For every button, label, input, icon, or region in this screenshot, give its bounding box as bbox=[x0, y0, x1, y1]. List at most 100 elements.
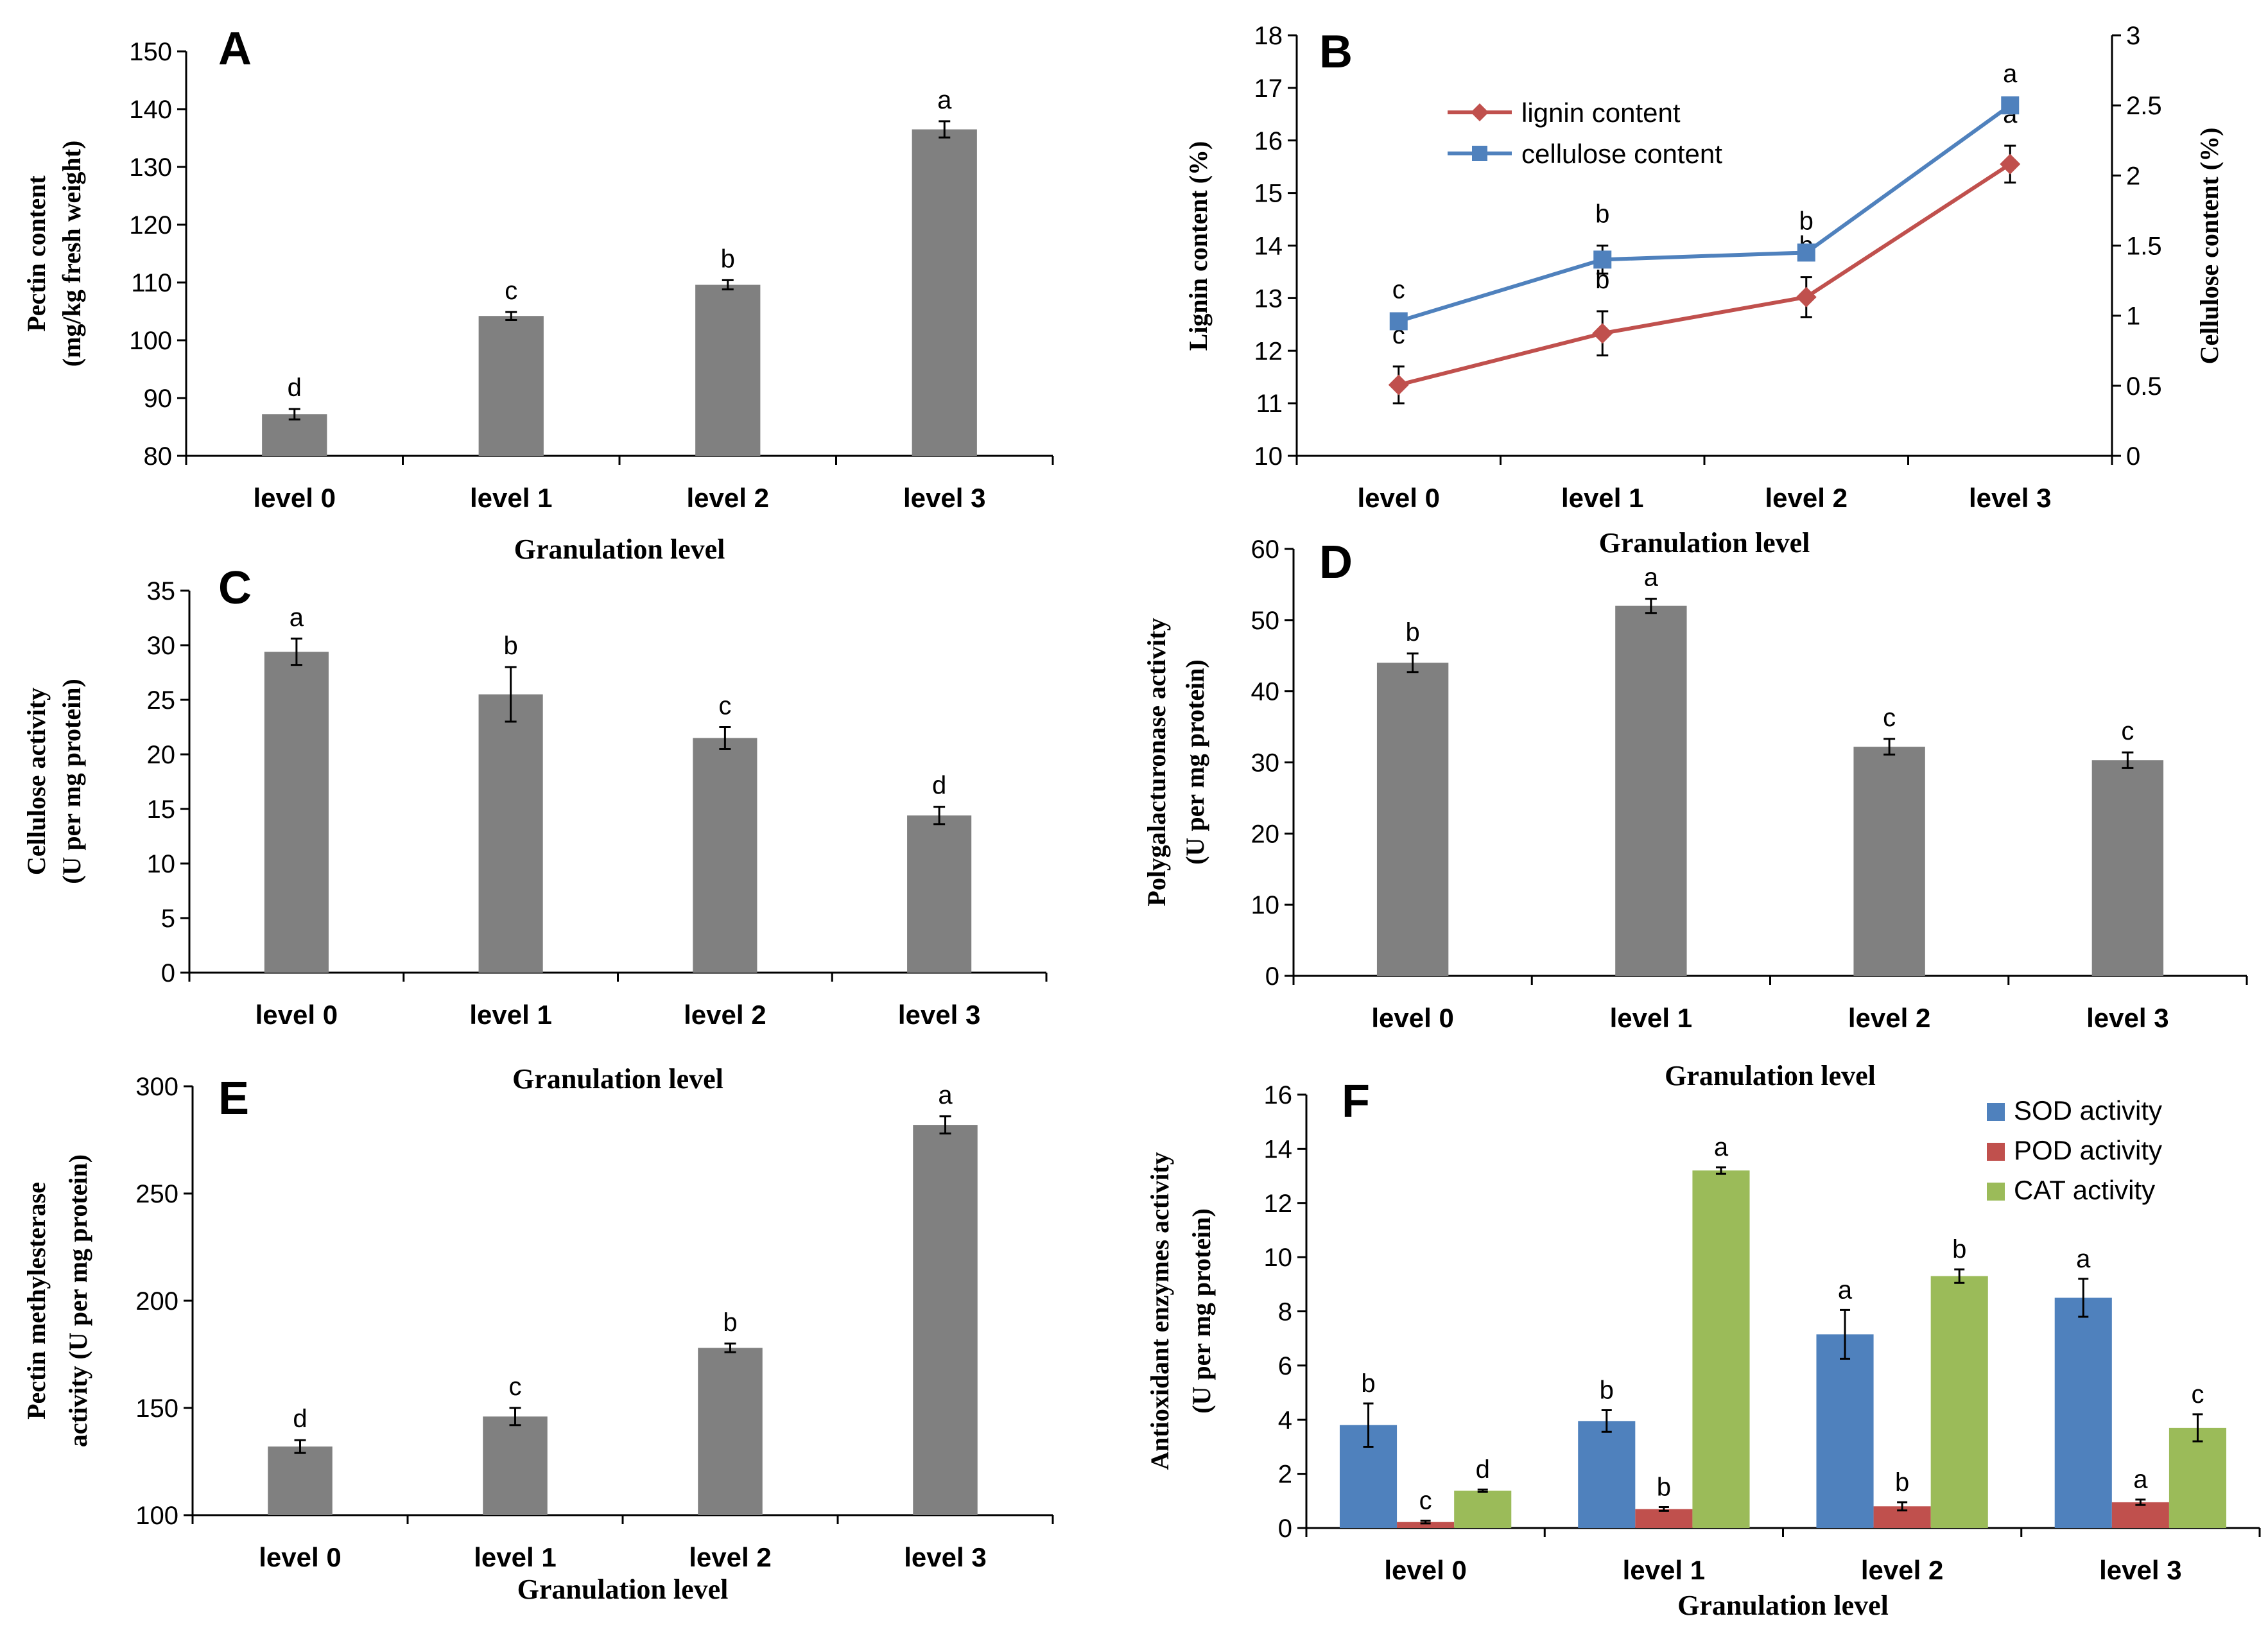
x-category-label: level 3 bbox=[1969, 483, 2051, 513]
legend-marker bbox=[1471, 103, 1489, 121]
y-tick-label: 100 bbox=[135, 1502, 178, 1530]
y2-axis-title: Cellulose content (%) bbox=[2195, 128, 2224, 365]
y-tick-label: 17 bbox=[1254, 74, 1283, 103]
legend-entry: lignin content bbox=[1521, 98, 1681, 128]
panel-f: 0 2 4 6 8 10 12 14 16 level 0 level 1 level 2 level … bbox=[1145, 1076, 2261, 1621]
y-tick-label: 120 bbox=[129, 211, 172, 239]
bar bbox=[912, 129, 977, 456]
significance-letter: c bbox=[509, 1373, 522, 1401]
x-axis-title: Granulation level bbox=[1599, 527, 1810, 559]
y-tick-label: 150 bbox=[135, 1394, 178, 1423]
y-tick-label: 12 bbox=[1254, 337, 1283, 365]
bar bbox=[695, 284, 761, 456]
y-tick-label: 12 bbox=[1264, 1190, 1293, 1218]
x-axis-title: Granulation level bbox=[1677, 1590, 1889, 1621]
significance-letter: a bbox=[938, 1081, 953, 1109]
y-tick-label: 10 bbox=[147, 850, 176, 878]
significance-letter: b bbox=[1799, 207, 1814, 235]
y-tick-label: 150 bbox=[129, 38, 172, 66]
y-tick-label: 250 bbox=[135, 1180, 178, 1208]
bar bbox=[478, 316, 544, 456]
significance-letter: b bbox=[1406, 618, 1420, 647]
significance-letter: c bbox=[1883, 704, 1896, 732]
y-axis-title: Polygalacturonase activity bbox=[1142, 618, 1171, 906]
y-axis-title: (U per mg protein) bbox=[57, 679, 86, 884]
significance-letter: c bbox=[2121, 717, 2134, 745]
y-tick-label: 20 bbox=[1251, 820, 1280, 848]
y-axis-title: (U per mg protein) bbox=[1187, 1208, 1216, 1414]
y-tick-label: 6 bbox=[1278, 1352, 1292, 1380]
panel-d: 0 10 20 30 40 50 60 level 0 level 1 level 2 level … bbox=[1142, 535, 2248, 1091]
y-tick-label: 13 bbox=[1254, 284, 1283, 313]
x-category-label: level 0 bbox=[1384, 1555, 1466, 1585]
bar bbox=[698, 1348, 763, 1515]
y-tick-label: 8 bbox=[1278, 1298, 1292, 1326]
y-tick-label: 5 bbox=[161, 905, 175, 933]
legend-swatch bbox=[1987, 1103, 2005, 1121]
x-axis-title: Granulation level bbox=[514, 534, 725, 565]
y-tick-label: 300 bbox=[135, 1073, 178, 1101]
bar bbox=[907, 815, 972, 973]
legend-entry: CAT activity bbox=[2014, 1175, 2155, 1205]
significance-letter: d bbox=[288, 374, 302, 402]
y-tick-label: 50 bbox=[1251, 607, 1280, 635]
panel-a: 80 90 100 110 120 130 140 150 level 0 level 1 leve… bbox=[22, 23, 1054, 565]
bar-sod bbox=[1578, 1421, 1636, 1528]
bar bbox=[2091, 760, 2164, 976]
significance-letter: a bbox=[1838, 1276, 1853, 1304]
significance-letter: b bbox=[1361, 1369, 1375, 1398]
bar-sod bbox=[1816, 1334, 1874, 1528]
y2-tick-label: 1.5 bbox=[2126, 232, 2162, 261]
y-tick-label: 18 bbox=[1254, 22, 1283, 50]
significance-letter: b bbox=[1895, 1468, 1909, 1497]
panel-label: E bbox=[218, 1073, 249, 1124]
y-tick-label: 10 bbox=[1264, 1244, 1293, 1272]
data-point-lignin bbox=[2000, 153, 2021, 175]
y-tick-label: 11 bbox=[1256, 390, 1283, 418]
y-tick-label: 200 bbox=[135, 1287, 178, 1315]
y-axis-title: Pectin content bbox=[22, 175, 51, 332]
significance-letter: c bbox=[505, 277, 517, 305]
significance-letter: b bbox=[1595, 200, 1609, 229]
y-tick-label: 80 bbox=[144, 442, 173, 471]
y-tick-label: 110 bbox=[131, 269, 172, 297]
y-tick-label: 0 bbox=[1265, 962, 1279, 991]
y-axis-title: (mg/kg fresh weight) bbox=[57, 141, 86, 367]
x-category-label: level 0 bbox=[259, 1542, 341, 1572]
significance-letter: d bbox=[1476, 1455, 1490, 1484]
y-axis-title: Lignin content (%) bbox=[1184, 141, 1213, 351]
data-point-cellulose bbox=[1389, 312, 1408, 331]
y-tick-label: 10 bbox=[1251, 891, 1280, 919]
legend-entry: SOD activity bbox=[2014, 1095, 2162, 1125]
y2-tick-label: 3 bbox=[2126, 22, 2140, 50]
data-point-lignin bbox=[1592, 323, 1613, 344]
legend-swatch bbox=[1987, 1183, 2005, 1201]
y-tick-label: 140 bbox=[129, 96, 172, 124]
legend-entry: cellulose content bbox=[1521, 139, 1722, 169]
significance-letter: d bbox=[932, 772, 946, 800]
bar-sod bbox=[2054, 1298, 2112, 1528]
panel-label: D bbox=[1319, 537, 1353, 588]
y-axis-title: Pectin methylesterase bbox=[22, 1182, 51, 1420]
y-tick-label: 2 bbox=[1278, 1461, 1292, 1489]
x-category-label: level 1 bbox=[1623, 1555, 1705, 1585]
significance-letter: b bbox=[504, 632, 518, 660]
y-tick-label: 30 bbox=[147, 632, 176, 660]
y-tick-label: 30 bbox=[1251, 749, 1280, 777]
y-tick-label: 0 bbox=[1278, 1515, 1292, 1543]
bar bbox=[693, 738, 757, 973]
significance-letter: d bbox=[293, 1405, 307, 1433]
x-category-label: level 1 bbox=[1561, 483, 1643, 513]
significance-letter: b bbox=[1657, 1473, 1671, 1502]
significance-letter: c bbox=[1392, 275, 1405, 304]
series-line-lignin bbox=[1398, 162, 2011, 387]
bar bbox=[1853, 747, 1925, 976]
data-point-cellulose bbox=[1797, 243, 1815, 262]
x-category-label: level 3 bbox=[2086, 1003, 2168, 1033]
y-tick-label: 130 bbox=[129, 153, 172, 182]
bar bbox=[478, 694, 543, 973]
significance-letter: a bbox=[290, 603, 304, 632]
bar bbox=[913, 1125, 978, 1515]
panel-c: 0 5 10 15 20 25 30 35 level 0 level 1 level 2 level… bbox=[22, 562, 1048, 1095]
